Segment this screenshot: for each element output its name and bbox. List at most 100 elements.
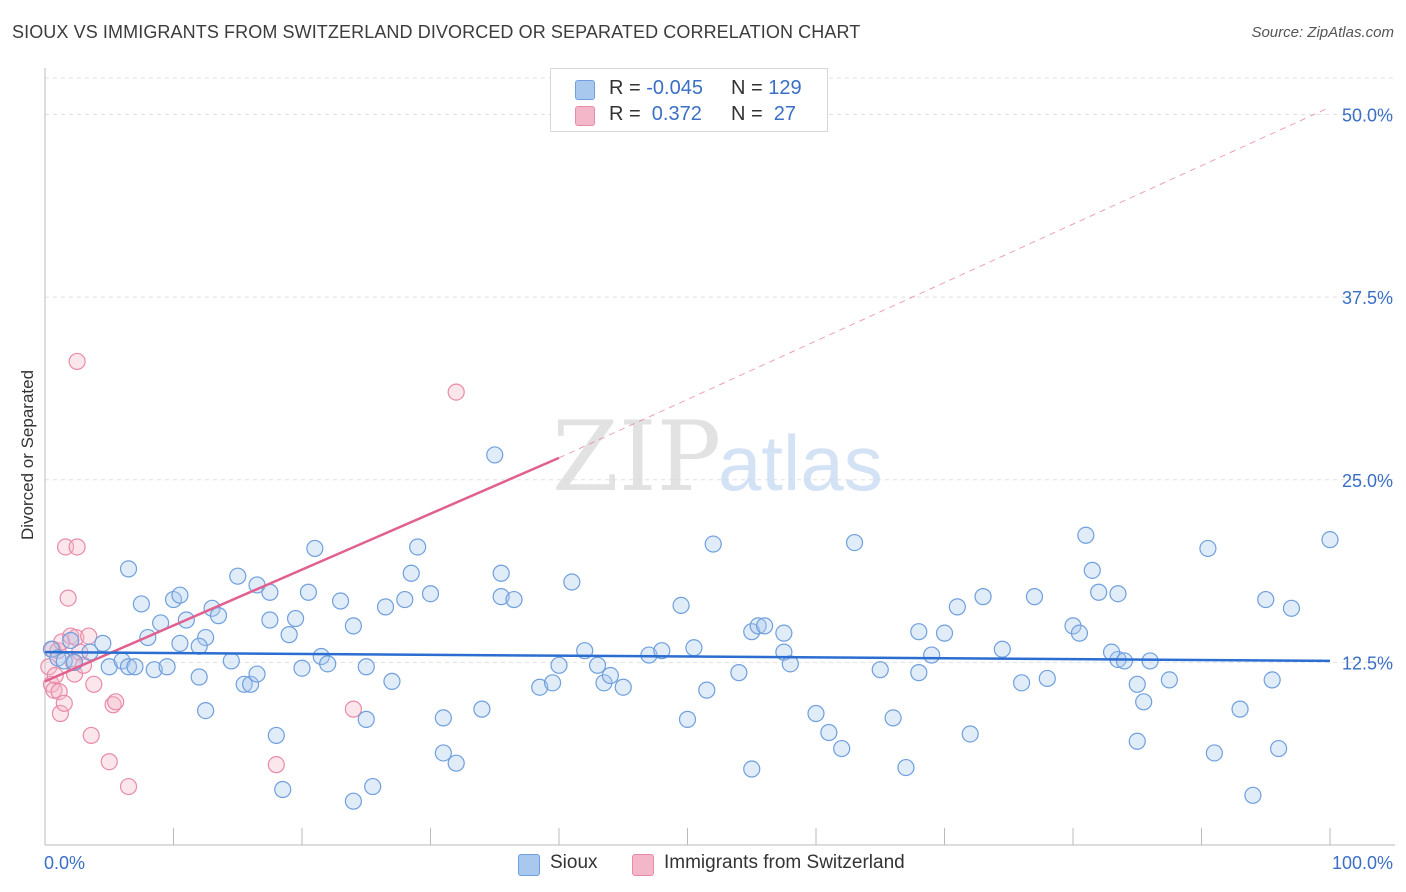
swiss-point — [100, 753, 118, 771]
sioux-point — [743, 760, 761, 778]
sioux-point — [62, 631, 80, 650]
sioux-point — [563, 573, 581, 591]
sioux-point — [261, 611, 279, 629]
sioux-point — [948, 598, 966, 616]
swiss-legend-swatch — [632, 854, 654, 876]
sioux-point — [588, 656, 607, 674]
swiss-point — [49, 642, 67, 660]
sioux-point — [672, 596, 690, 615]
sioux-point — [376, 598, 395, 616]
n-label: N = — [731, 103, 763, 125]
sioux-point — [614, 678, 632, 696]
sioux-point — [1025, 588, 1044, 606]
sioux-point — [1090, 583, 1108, 601]
sioux-point — [1109, 585, 1127, 603]
sioux-point — [357, 658, 375, 676]
sioux-point — [1135, 693, 1153, 711]
sioux-point — [1102, 643, 1121, 661]
swiss-point — [104, 696, 122, 714]
sioux-point — [653, 642, 671, 660]
sioux-point — [1282, 599, 1301, 617]
n-value-sioux: 129 — [768, 77, 802, 99]
sioux-point — [1321, 531, 1339, 549]
sioux-point — [845, 533, 864, 552]
sioux-point — [1070, 624, 1089, 642]
sioux-point — [1263, 671, 1281, 689]
sioux-point — [505, 590, 523, 609]
sioux-point — [94, 634, 112, 652]
sioux-point — [492, 564, 510, 582]
watermark-zip: ZIP — [552, 401, 721, 513]
sioux-point — [222, 652, 240, 670]
y-axis-label: Divorced or Separated — [18, 369, 37, 541]
sioux-point — [383, 672, 401, 690]
swiss-point — [107, 693, 125, 711]
swiss-point — [85, 675, 103, 693]
sioux-point — [209, 607, 228, 625]
sioux-point — [820, 723, 838, 742]
sioux-point — [171, 634, 189, 652]
r-value-swiss: 0.372 — [646, 103, 702, 125]
sioux-point — [781, 655, 799, 673]
r-label: R = — [609, 77, 641, 99]
sioux-point — [119, 560, 138, 578]
y-tick-label: 37.5% — [1342, 288, 1393, 308]
sioux-point — [267, 726, 285, 745]
sioux-point — [119, 658, 138, 676]
sioux-point — [280, 626, 298, 644]
sioux-point — [274, 780, 292, 799]
sioux-point — [1231, 700, 1249, 718]
sioux-point — [171, 586, 189, 604]
sioux-point — [1205, 744, 1223, 762]
swiss-point — [344, 700, 362, 718]
swiss-point — [59, 589, 77, 607]
sioux-point — [299, 583, 318, 601]
sioux-point — [833, 739, 851, 758]
sioux-point — [486, 446, 504, 464]
sioux-point — [1244, 786, 1262, 804]
swiss-point — [55, 694, 73, 712]
swiss-point — [267, 756, 285, 774]
sioux-point — [319, 655, 337, 673]
source-label: Source: ZipAtlas.com — [1251, 24, 1394, 41]
swiss-trend-line — [44, 456, 560, 683]
sioux-point — [531, 678, 549, 696]
sioux-point — [749, 617, 767, 635]
sioux-point — [1128, 675, 1146, 693]
sioux-point — [1115, 652, 1134, 670]
sioux-point — [807, 704, 825, 723]
x-tick-label-max: 100.0% — [1332, 853, 1393, 873]
sioux-point — [344, 617, 362, 635]
r-value-sioux: -0.045 — [646, 77, 703, 99]
sioux-point — [974, 588, 992, 606]
sioux-point — [1038, 669, 1056, 688]
swiss-point — [82, 726, 100, 745]
swiss-legend-label: Immigrants from Switzerland — [664, 852, 905, 873]
sioux-point — [126, 658, 144, 676]
sioux-point — [1160, 671, 1178, 689]
sioux-point — [402, 564, 420, 582]
sioux-point — [434, 709, 452, 727]
sioux-point — [158, 658, 176, 676]
bottom-legend-sioux: Sioux — [518, 852, 598, 876]
sioux-point — [601, 666, 620, 685]
sioux-point — [473, 700, 491, 718]
sioux-point — [197, 701, 215, 720]
swiss-trend-extension — [558, 106, 1331, 459]
sioux-point — [730, 664, 748, 682]
sioux-point — [293, 659, 311, 677]
bottom-legend-swiss: Immigrants from Switzerland — [632, 852, 905, 876]
sioux-point — [1128, 732, 1146, 750]
x-tick-label-min: 0.0% — [44, 853, 85, 873]
sioux-point — [235, 675, 253, 693]
sioux-point — [248, 665, 266, 683]
sioux-point — [1257, 590, 1275, 609]
correlation-legend: R = -0.045 N = 129 R = 0.372 N = 27 — [550, 68, 828, 132]
sioux-point — [447, 754, 465, 772]
sioux-point — [286, 609, 305, 628]
sioux-point — [923, 646, 941, 664]
r-label: R = — [609, 103, 641, 125]
sioux-point — [1199, 539, 1217, 558]
sioux-point — [357, 710, 375, 728]
swiss-point — [40, 658, 58, 676]
